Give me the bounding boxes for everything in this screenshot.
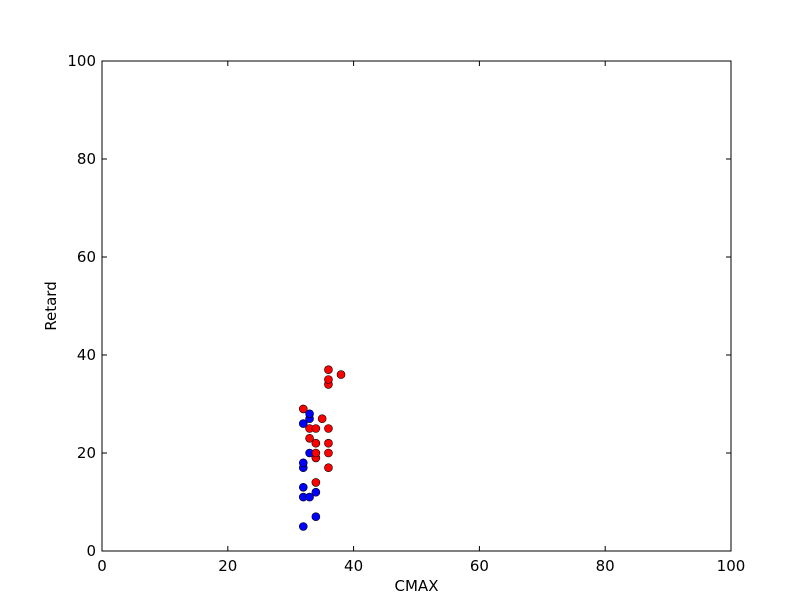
scatter-point-series-1: [311, 478, 321, 487]
scatter-point-series-1: [311, 438, 321, 448]
scatter-point-series-0: [311, 512, 321, 522]
scatter-point-series-0: [298, 522, 308, 531]
x-tick-label: 100: [717, 557, 746, 575]
scatter-point-series-1: [336, 370, 346, 379]
scatter-point-series-0: [305, 409, 314, 419]
data-points: [298, 365, 346, 531]
axes-frame: [101, 60, 732, 552]
y-tick-label: 100: [67, 52, 96, 70]
scatter-point-series-1: [324, 375, 333, 384]
scatter-point-series-1: [298, 404, 308, 414]
y-tick-label: 60: [77, 248, 96, 266]
x-tick-label: 0: [97, 557, 107, 575]
scatter-point-series-1: [324, 463, 333, 473]
axis-ticks: 0 20 40 60 80 100 0 20 40 60 80 100: [67, 52, 745, 575]
scatter-point-series-0: [298, 482, 308, 492]
y-tick-label: 40: [77, 346, 96, 364]
y-tick-label: 20: [77, 444, 96, 462]
scatter-point-series-0: [305, 492, 314, 502]
scatter-point-series-1: [324, 438, 333, 448]
y-tick-label: 0: [86, 542, 96, 560]
x-tick-label: 20: [218, 557, 237, 575]
scatter-point-series-1: [317, 414, 327, 424]
scatter-point-series-0: [298, 419, 308, 428]
scatter-point-series-1: [311, 424, 321, 433]
scatter-point-series-1: [311, 448, 321, 458]
y-tick-label: 80: [77, 150, 96, 168]
scatter-point-series-1: [324, 365, 333, 375]
x-tick-label: 40: [344, 557, 363, 575]
x-tick-label: 80: [596, 557, 615, 575]
scatter-point-series-1: [324, 424, 333, 433]
scatter-point-series-1: [305, 433, 314, 443]
y-axis-label: Retard: [42, 281, 60, 330]
x-tick-label: 60: [470, 557, 489, 575]
scatter-point-series-1: [324, 448, 333, 458]
scatter-point-series-0: [298, 458, 308, 468]
scatter-point-series-0: [311, 487, 321, 497]
x-axis-label: CMAX: [395, 577, 439, 595]
